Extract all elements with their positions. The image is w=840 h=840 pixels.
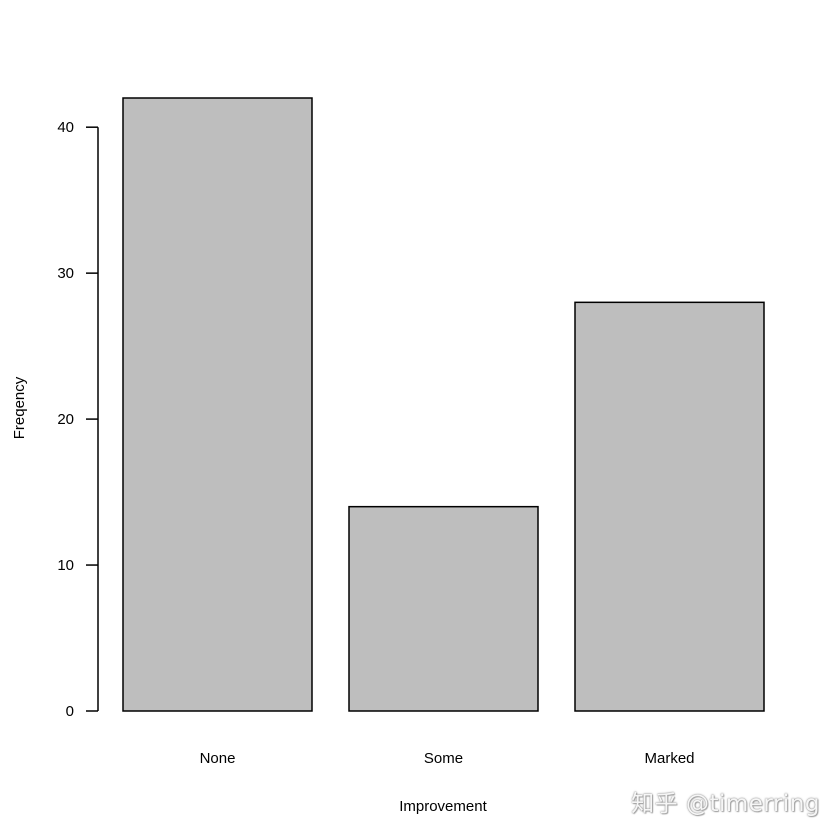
category-labels: None Some Marked: [200, 750, 695, 767]
category-label-none: None: [200, 750, 236, 767]
x-axis-title: Improvement: [399, 798, 487, 815]
bar-marked: [574, 301, 765, 712]
category-label-marked: Marked: [644, 750, 694, 767]
bar-some: [348, 505, 539, 712]
y-tick-label-0: 0: [66, 703, 74, 720]
watermark: 知乎 @timerring: [631, 791, 820, 817]
y-tick-label-10: 10: [57, 557, 74, 574]
bar-none: [122, 97, 313, 712]
category-label-some: Some: [424, 750, 463, 767]
y-tick-label-20: 20: [57, 411, 74, 428]
y-tick-label-40: 40: [57, 119, 74, 136]
y-axis: 0 10 20 30 40: [57, 119, 99, 720]
bars-group: [122, 97, 765, 712]
y-axis-title: Freqency: [11, 376, 28, 439]
y-tick-label-30: 30: [57, 265, 74, 282]
